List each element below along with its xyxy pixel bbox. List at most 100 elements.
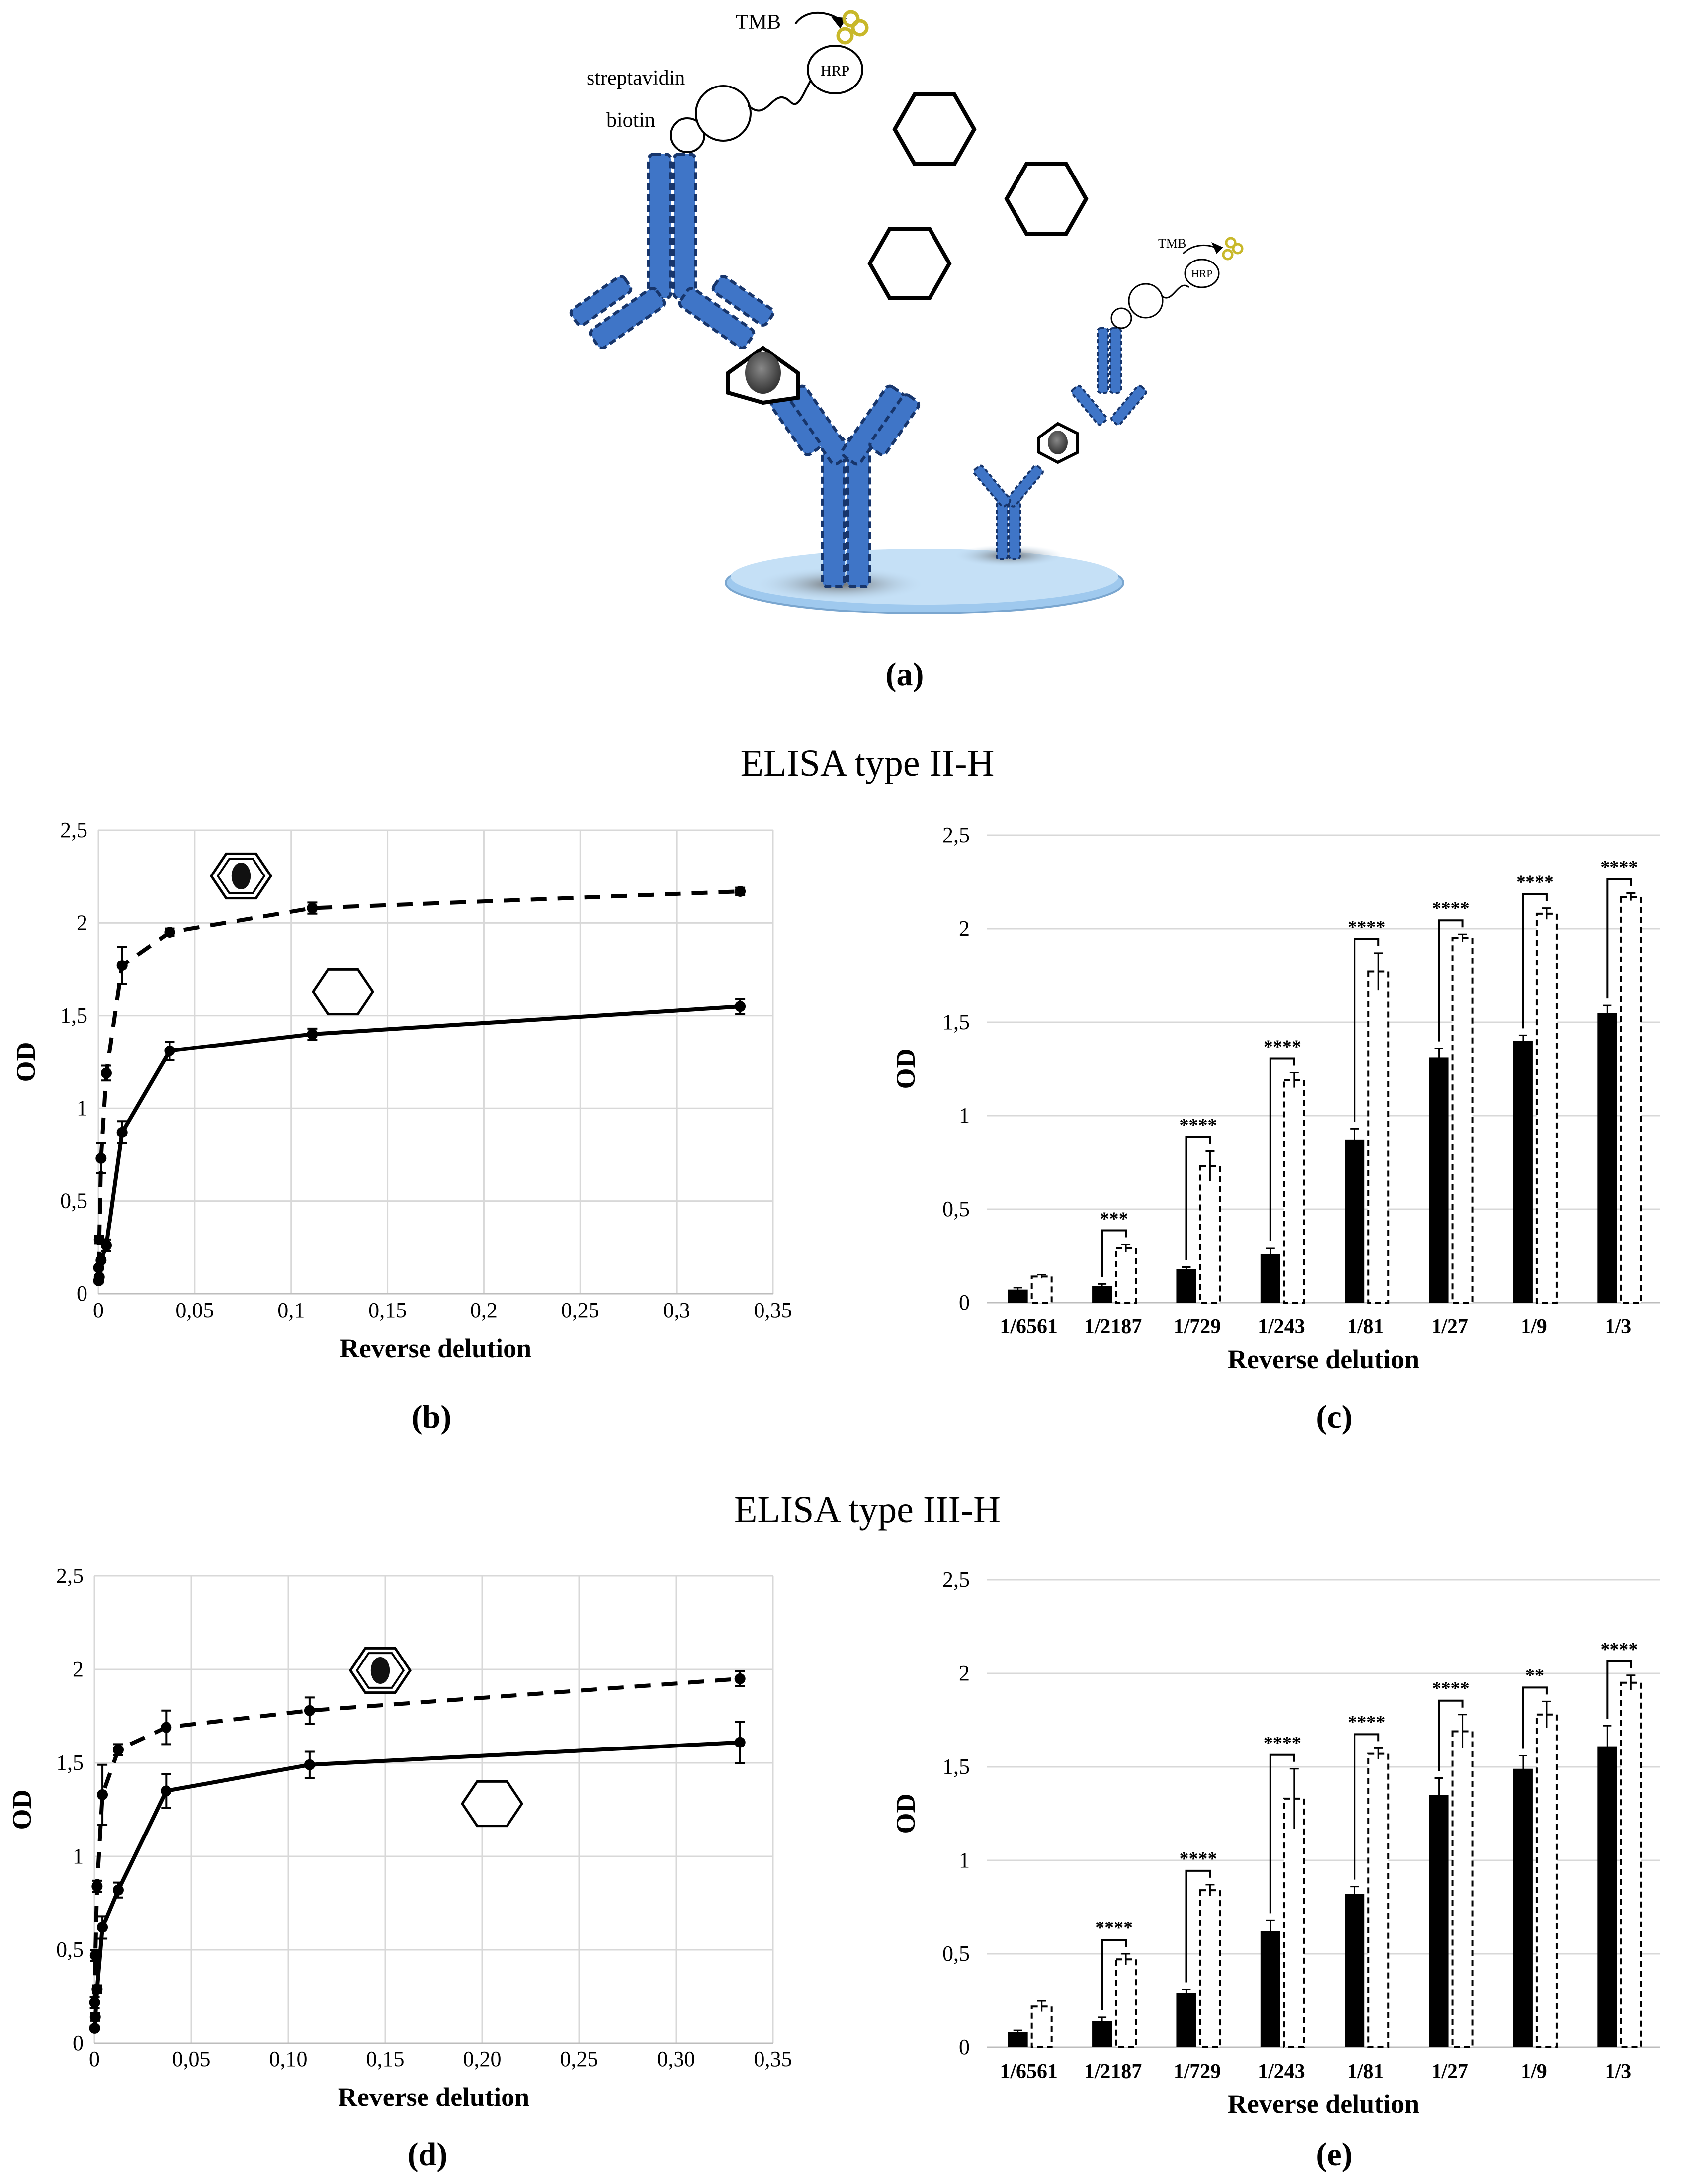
label-biotin: biotin: [606, 109, 655, 132]
bar-solid: [1429, 1057, 1449, 1303]
data-point-solid: [116, 1127, 128, 1138]
bar-dashed: [1620, 896, 1642, 1304]
filled-hexagon-icon: [348, 1647, 412, 1694]
x-tick-label: 1/243: [1258, 2060, 1305, 2083]
significance-label: ****: [1348, 1712, 1385, 1733]
data-point-dashed: [307, 902, 318, 914]
detection-antibody-small: [1071, 327, 1147, 426]
capture-antibody-small: [973, 464, 1044, 560]
bar-dashed: [1199, 1165, 1221, 1304]
y-axis-title: OD: [891, 1794, 921, 1834]
y-tick-label: 2,5: [60, 818, 87, 842]
x-tick-label: 0,35: [754, 1298, 792, 1322]
significance-bracket: [1606, 1660, 1632, 1719]
significance-label: ****: [1432, 898, 1470, 919]
y-tick-label: 2: [73, 1657, 84, 1681]
tmb-product-icon-small: [1222, 237, 1244, 261]
section-title-type-ii: ELISA type II-H: [741, 742, 995, 784]
data-point-dashed: [97, 1789, 108, 1800]
y-tick-label: 1,5: [942, 1010, 970, 1034]
data-point-solid: [89, 2011, 101, 2023]
panel-label-e: (e): [1316, 2136, 1352, 2173]
panel-label-c: (c): [1316, 1399, 1352, 1435]
bar-solid: [1092, 1286, 1112, 1303]
bar-solid: [1008, 1289, 1028, 1303]
significance-label: ****: [1600, 1639, 1638, 1660]
significance-bracket: [1522, 1686, 1548, 1749]
y-axis-title: OD: [11, 1042, 41, 1082]
x-tick-label: 1/3: [1605, 1315, 1631, 1338]
significance-bracket: [1438, 1699, 1464, 1771]
y-tick-label: 0: [959, 1290, 970, 1314]
significance-label: ****: [1095, 1918, 1133, 1938]
detection-antibody: [569, 153, 775, 349]
elisa-schematic: TMB streptavidin biotin HRP TMB HRP (a): [569, 10, 1244, 693]
detection-conjugate: [670, 11, 863, 153]
significance-label: ****: [1179, 1848, 1217, 1869]
empty-hexagon-icon: [460, 1780, 524, 1828]
bar-solid: [1513, 1041, 1533, 1303]
bar-dashed: [1115, 1247, 1137, 1304]
x-tick-label: 1/9: [1521, 2060, 1547, 2083]
x-tick-label: 0,30: [657, 2047, 695, 2071]
x-tick-label: 1/81: [1347, 1315, 1384, 1338]
bar-solid: [1260, 1931, 1280, 2047]
x-tick-label: 0,15: [366, 2047, 405, 2071]
series-line-dashed: [96, 889, 741, 1268]
series-line-dashed: [92, 1676, 740, 2003]
x-tick-label: 0,35: [754, 2047, 792, 2071]
bar-dashed: [1115, 1958, 1137, 2049]
data-point-solid: [161, 1785, 172, 1797]
bar-solid: [1345, 1139, 1365, 1303]
y-tick-label: 1: [959, 1848, 970, 1872]
data-point-dashed: [89, 1950, 101, 1961]
y-tick-label: 1: [77, 1096, 87, 1120]
x-tick-label: 1/729: [1174, 1315, 1221, 1338]
x-axis-title: Reverse delution: [338, 2082, 529, 2112]
significance-label: ****: [1432, 1678, 1470, 1699]
x-tick-label: 1/6561: [1000, 1315, 1058, 1338]
data-point-solid: [164, 1045, 175, 1056]
bar-dashed: [1199, 1889, 1221, 2048]
filled-hexagon-icon-inner: [355, 1652, 405, 1689]
x-tick-label: 1/81: [1347, 2060, 1384, 2083]
data-point-solid: [97, 1922, 108, 1933]
x-tick-label: 0,1: [277, 1298, 305, 1322]
x-tick-label: 0,2: [470, 1298, 498, 1322]
significance-label: ****: [1179, 1115, 1217, 1136]
x-tick-label: 1/9: [1521, 1315, 1547, 1338]
significance-label: ****: [1264, 1037, 1301, 1057]
bar-dashed: [1030, 2005, 1053, 2049]
y-tick-label: 1,5: [60, 1003, 87, 1028]
significance-bracket: [1354, 1733, 1380, 1880]
significance-label: ***: [1100, 1208, 1128, 1229]
y-tick-label: 2: [959, 916, 970, 941]
x-axis-title: Reverse delution: [340, 1333, 531, 1363]
x-tick-label: 0,25: [560, 2047, 598, 2071]
filled-hexagon-icon: [209, 852, 273, 900]
data-point-dashed: [93, 1262, 104, 1273]
chart-c: 0 0,5 1 1,5 2 2,5 1/6561 1/2187 *** 1/729 **** 1/24…: [891, 823, 1660, 1435]
bound-antigen: [726, 346, 800, 405]
y-tick-label: 2,5: [56, 1564, 84, 1588]
label-tmb: TMB: [736, 11, 781, 34]
bar-dashed: [1451, 937, 1474, 1304]
significance-label: ****: [1264, 1733, 1301, 1753]
x-tick-label: 1/729: [1174, 2060, 1221, 2083]
label-hrp: HRP: [821, 63, 849, 79]
label-hrp-small: HRP: [1191, 267, 1213, 280]
y-tick-label: 0: [959, 2035, 970, 2059]
bar-dashed: [1535, 912, 1558, 1304]
data-point-solid: [93, 1271, 105, 1283]
data-point-solid: [734, 1737, 746, 1748]
x-tick-label: 0,10: [269, 2047, 308, 2071]
y-tick-label: 1: [73, 1844, 84, 1868]
bar-solid: [1092, 2021, 1112, 2047]
bar-dashed: [1535, 1713, 1558, 2048]
significance-bracket: [1101, 1229, 1127, 1277]
y-tick-label: 0,5: [942, 1941, 970, 1966]
bar-dashed: [1367, 970, 1390, 1304]
y-axis-title: OD: [7, 1790, 37, 1830]
significance-bracket: [1438, 919, 1464, 1042]
